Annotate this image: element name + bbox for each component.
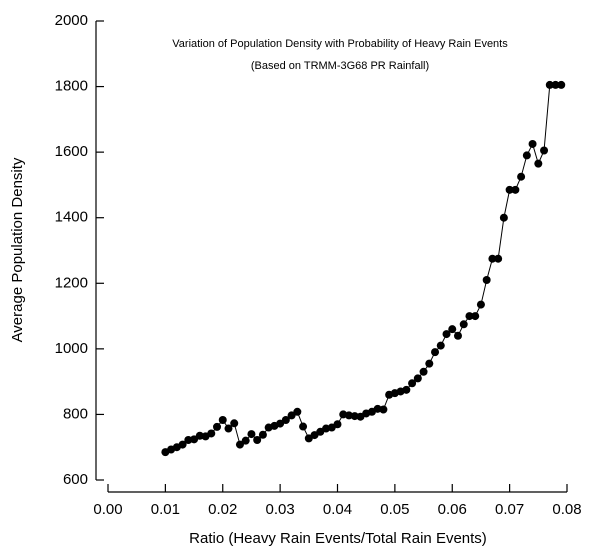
data-point xyxy=(431,348,440,357)
y-tick-label: 1400 xyxy=(55,209,88,226)
data-point xyxy=(408,379,417,388)
data-point xyxy=(425,359,434,368)
data-point xyxy=(190,435,199,444)
x-tick-label: 0.02 xyxy=(208,501,237,518)
data-point xyxy=(494,254,503,263)
x-tick-label: 0.07 xyxy=(495,501,524,518)
x-tick-label: 0.08 xyxy=(552,501,581,518)
y-tick-label: 1000 xyxy=(55,340,88,357)
y-tick-label: 1200 xyxy=(55,274,88,291)
data-point xyxy=(557,80,566,89)
data-point xyxy=(281,416,290,425)
data-point xyxy=(511,185,520,194)
data-point xyxy=(482,276,491,285)
data-point xyxy=(218,416,227,425)
data-point xyxy=(276,419,285,428)
data-point xyxy=(488,254,497,263)
x-tick-label: 0.06 xyxy=(438,501,467,518)
data-point xyxy=(442,330,451,339)
data-point xyxy=(528,139,537,148)
data-point xyxy=(287,411,296,420)
x-tick-label: 0.03 xyxy=(266,501,295,518)
y-axis-label: Average Population Density xyxy=(9,157,26,342)
data-point xyxy=(230,419,239,428)
data-point xyxy=(247,430,256,439)
data-point xyxy=(459,320,468,329)
data-point xyxy=(551,80,560,89)
data-point xyxy=(471,312,480,321)
data-point xyxy=(465,312,474,321)
x-tick-label: 0.00 xyxy=(93,501,122,518)
data-point xyxy=(258,430,267,439)
data-point xyxy=(505,185,514,194)
x-axis-label: Ratio (Heavy Rain Events/Total Rain Even… xyxy=(189,530,487,547)
data-point xyxy=(540,146,549,155)
data-point xyxy=(293,407,302,416)
data-point xyxy=(419,367,428,376)
data-point xyxy=(413,374,422,383)
data-point xyxy=(402,385,411,394)
data-point xyxy=(448,325,457,334)
data-line xyxy=(165,84,562,453)
data-point xyxy=(534,159,543,168)
data-point xyxy=(299,422,308,431)
data-point xyxy=(241,436,250,445)
data-point xyxy=(253,436,262,445)
data-point xyxy=(436,341,445,350)
y-tick-label: 2000 xyxy=(55,12,88,29)
y-tick-label: 1600 xyxy=(55,143,88,160)
data-point xyxy=(333,420,342,429)
data-point xyxy=(379,405,388,414)
data-point xyxy=(522,151,531,160)
x-tick-label: 0.04 xyxy=(323,501,352,518)
chart-subtitle: (Based on TRMM-3G68 PR Rainfall) xyxy=(251,60,429,72)
data-point xyxy=(235,440,244,449)
y-tick-label: 1800 xyxy=(55,78,88,95)
data-point xyxy=(545,80,554,89)
data-point xyxy=(207,429,216,438)
data-point xyxy=(178,440,187,449)
data-point xyxy=(213,422,222,431)
x-tick-label: 0.01 xyxy=(151,501,180,518)
data-point xyxy=(476,300,485,309)
data-point xyxy=(453,331,462,340)
data-point xyxy=(499,213,508,222)
chart-title: Variation of Population Density with Pro… xyxy=(172,38,508,50)
data-point xyxy=(517,172,526,181)
y-tick-label: 600 xyxy=(63,471,88,488)
x-tick-label: 0.05 xyxy=(380,501,409,518)
y-tick-label: 800 xyxy=(63,405,88,422)
data-point xyxy=(224,424,233,433)
